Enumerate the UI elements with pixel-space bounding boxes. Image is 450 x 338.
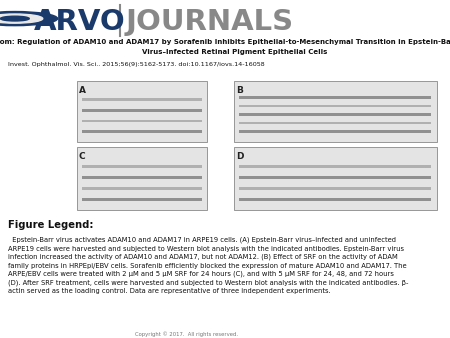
Bar: [82, 176, 202, 179]
Text: ARVO: ARVO: [34, 8, 126, 36]
Text: Epstein-Barr virus activates ADAM10 and ADAM17 in ARPE19 cells. (A) Epstein-Barr: Epstein-Barr virus activates ADAM10 and …: [8, 237, 409, 294]
Bar: [82, 120, 202, 122]
Bar: [234, 81, 436, 142]
Text: B: B: [236, 86, 243, 95]
Circle shape: [0, 11, 58, 26]
Bar: [82, 130, 202, 132]
Circle shape: [0, 16, 29, 21]
Bar: [239, 198, 431, 201]
Circle shape: [0, 14, 43, 23]
Bar: [76, 147, 207, 211]
Bar: [239, 122, 431, 124]
Bar: [239, 165, 431, 168]
Text: D: D: [236, 151, 244, 161]
Bar: [82, 187, 202, 190]
Text: Copyright © 2017.  All rights reserved.: Copyright © 2017. All rights reserved.: [135, 331, 238, 337]
Bar: [239, 96, 431, 99]
Text: A: A: [79, 86, 86, 95]
Bar: [82, 198, 202, 201]
Bar: [239, 105, 431, 107]
Bar: [234, 147, 436, 211]
Text: JOURNALS: JOURNALS: [126, 8, 294, 36]
Text: Virus–Infected Retinal Pigment Epithelial Cells: Virus–Infected Retinal Pigment Epithelia…: [122, 49, 328, 55]
Text: Figure Legend:: Figure Legend:: [8, 220, 94, 230]
Bar: [82, 98, 202, 101]
Bar: [82, 109, 202, 112]
Bar: [239, 113, 431, 116]
Bar: [239, 130, 431, 132]
Bar: [239, 187, 431, 190]
Text: From: Regulation of ADAM10 and ADAM17 by Sorafenib Inhibits Epithelial-to-Mesenc: From: Regulation of ADAM10 and ADAM17 by…: [0, 40, 450, 45]
Bar: [239, 176, 431, 179]
Bar: [82, 165, 202, 168]
Text: Invest. Ophthalmol. Vis. Sci.. 2015;56(9):5162-5173. doi:10.1167/iovs.14-16058: Invest. Ophthalmol. Vis. Sci.. 2015;56(9…: [8, 62, 265, 67]
Bar: [76, 81, 207, 142]
Text: C: C: [79, 151, 86, 161]
